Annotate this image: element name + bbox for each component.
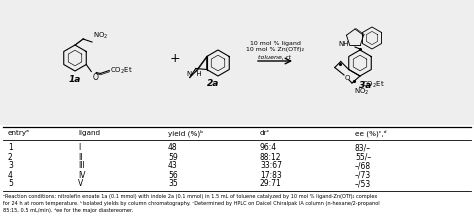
Text: I: I [78, 143, 80, 153]
Text: 88:12: 88:12 [260, 153, 282, 161]
Text: –/53: –/53 [355, 180, 371, 188]
Text: ee (%)ᶜ,ᵈ: ee (%)ᶜ,ᵈ [355, 129, 387, 137]
Text: 10 mol % ligand: 10 mol % ligand [250, 41, 301, 45]
Text: 29:71: 29:71 [260, 180, 282, 188]
Text: 1: 1 [8, 143, 13, 153]
Text: II: II [78, 153, 82, 161]
Text: 17:83: 17:83 [260, 171, 282, 180]
Text: NO$_2$: NO$_2$ [354, 87, 369, 97]
Text: 5: 5 [8, 180, 13, 188]
Text: 1a: 1a [69, 74, 81, 83]
Text: 85:15, 0.5 mL/min). ᵈee for the major diastereomer.: 85:15, 0.5 mL/min). ᵈee for the major di… [3, 208, 133, 213]
Text: V: V [78, 180, 83, 188]
FancyBboxPatch shape [0, 0, 474, 125]
Text: O: O [92, 72, 98, 81]
Text: O: O [344, 75, 350, 81]
Text: ᵃReaction conditions: nitrolefin enoate 1a (0.1 mmol) with indole 2a (0.1 mmol) : ᵃReaction conditions: nitrolefin enoate … [3, 194, 377, 199]
Text: –/73: –/73 [355, 171, 371, 180]
Text: 59: 59 [168, 153, 178, 161]
Text: 56: 56 [168, 171, 178, 180]
Text: entryᵃ: entryᵃ [8, 130, 30, 136]
Text: NH: NH [338, 41, 349, 47]
Text: 2a: 2a [207, 80, 219, 89]
Text: 2: 2 [8, 153, 13, 161]
Text: IV: IV [78, 171, 85, 180]
Text: NO$_2$: NO$_2$ [93, 31, 109, 41]
Text: 3a: 3a [359, 81, 371, 91]
Text: H: H [192, 72, 201, 78]
Text: ligand: ligand [78, 130, 100, 136]
Text: 33:67: 33:67 [260, 161, 282, 171]
Text: for 24 h at room temperature. ᵇIsolated yields by column chromatography. ᶜDeterm: for 24 h at room temperature. ᵇIsolated … [3, 201, 380, 206]
Text: +: + [170, 52, 180, 64]
Text: III: III [78, 161, 85, 171]
Text: 55/–: 55/– [355, 153, 371, 161]
Text: CO$_2$Et: CO$_2$Et [362, 80, 385, 90]
Text: 96:4: 96:4 [260, 143, 277, 153]
Text: 83/–: 83/– [355, 143, 371, 153]
Text: yield (%)ᵇ: yield (%)ᵇ [168, 129, 203, 137]
Text: 35: 35 [168, 180, 178, 188]
Text: 4: 4 [8, 171, 13, 180]
Text: 10 mol % Zn(OTf)₂: 10 mol % Zn(OTf)₂ [246, 47, 304, 52]
Text: –/68: –/68 [355, 161, 371, 171]
Text: drᶜ: drᶜ [260, 130, 270, 136]
Text: N: N [186, 72, 192, 78]
Text: 43: 43 [168, 161, 178, 171]
Text: 48: 48 [168, 143, 178, 153]
Text: CO$_2$Et: CO$_2$Et [110, 65, 133, 76]
Text: 3: 3 [8, 161, 13, 171]
Text: toluene, rt: toluene, rt [258, 54, 292, 60]
